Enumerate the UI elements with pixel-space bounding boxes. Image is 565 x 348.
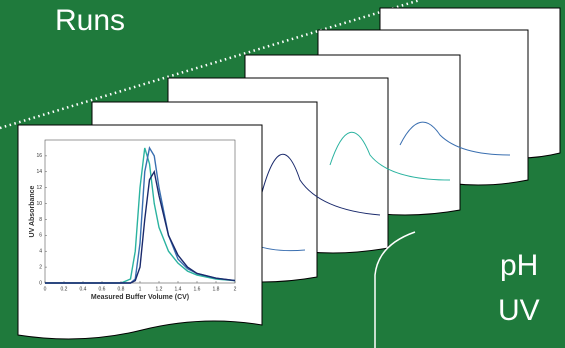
x-tick-label: 0.2 [61,286,68,292]
y-tick-label: 12 [36,185,42,191]
x-axis-label: Measured Buffer Volume (CV) [91,294,189,301]
side-label: UV [498,294,540,327]
y-tick-label: 14 [36,169,42,175]
x-tick-label: 1 [139,286,142,292]
y-tick-label: 2 [39,264,42,270]
y-tick-label: 10 [36,201,42,207]
x-tick-label: 1.4 [175,286,182,292]
x-tick-label: 1.6 [194,286,201,292]
x-tick-label: 1.8 [213,286,220,292]
y-tick-label: 0 [39,280,42,286]
x-tick-label: 0.4 [80,286,87,292]
y-tick-label: 4 [39,249,42,255]
y-tick-label: 6 [39,233,42,239]
x-tick-label: 0.6 [99,286,106,292]
side-label: pH [500,249,538,282]
slide: Runs pH UV 0 2 4 6 8 10 12 14 16 0 0.2 0.4 0.6 0.8 1 1.… [0,0,565,348]
x-tick-label: 2 [234,286,237,292]
front-card [18,125,262,339]
y-axis-label: UV Absorbance [29,185,36,237]
x-tick-label: 0.8 [118,286,125,292]
x-tick-label: 1.2 [156,286,163,292]
heading: Runs [55,4,125,37]
y-tick-label: 8 [39,217,42,223]
y-tick-label: 16 [36,153,42,159]
x-tick-label: 0 [44,286,47,292]
